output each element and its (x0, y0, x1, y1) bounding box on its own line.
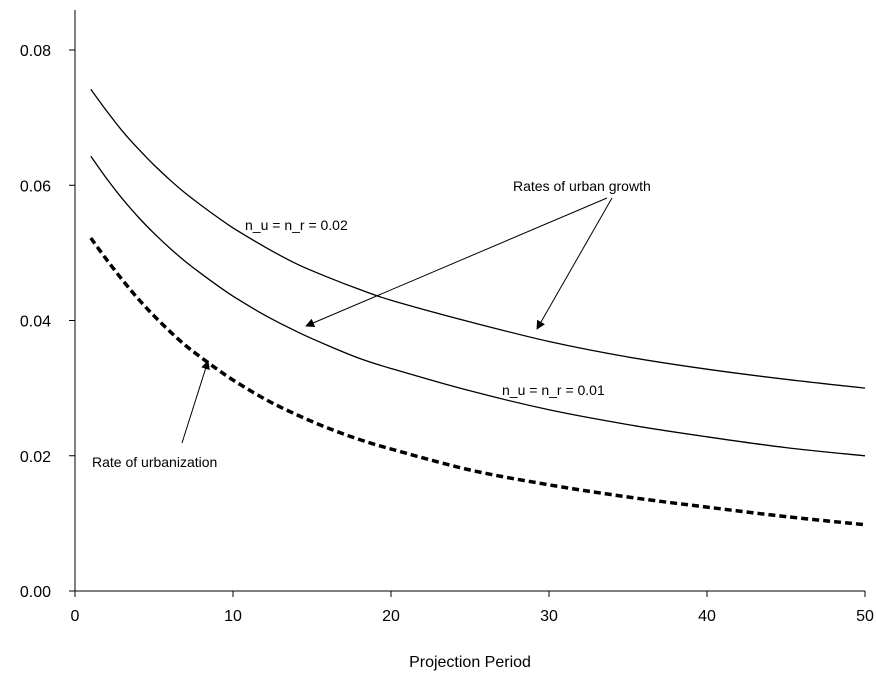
high-rate-label: n_u = n_r = 0.02 (245, 217, 348, 233)
axes: 0 10 20 30 40 50 0.00 0.02 0.04 0.06 0.08 (20, 10, 874, 625)
y-tick-label: 0.06 (20, 178, 51, 195)
x-tick-label: 50 (856, 608, 874, 625)
x-axis-title: Projection Period (409, 654, 531, 671)
urbanization-annotation-label: Rate of urbanization (92, 454, 217, 470)
series-line-urbanization (89, 236, 866, 527)
y-tick-label: 0.08 (20, 43, 51, 60)
annotations: Rates of urban growth n_u = n_r = 0.02 n… (92, 178, 651, 470)
low-rate-label: n_u = n_r = 0.01 (502, 382, 605, 398)
x-tick-label: 30 (540, 608, 558, 625)
series-line-high-rate (90, 88, 866, 389)
y-tick-label: 0.02 (20, 449, 51, 466)
x-tick-label: 40 (698, 608, 716, 625)
y-ticks: 0.00 0.02 0.04 0.06 0.08 (20, 43, 75, 601)
growth-arrow-left (305, 197, 608, 327)
x-tick-label: 0 (71, 608, 80, 625)
x-tick-label: 10 (224, 608, 242, 625)
growth-arrow-right (536, 197, 613, 330)
y-tick-label: 0.04 (20, 314, 51, 331)
series-line-low-rate (90, 155, 866, 457)
growth-annotation-label: Rates of urban growth (513, 178, 651, 194)
x-tick-label: 20 (382, 608, 400, 625)
series-group (89, 88, 866, 527)
urbanization-arrow (181, 360, 210, 444)
x-ticks: 0 10 20 30 40 50 (71, 591, 874, 625)
y-tick-label: 0.00 (20, 584, 51, 601)
